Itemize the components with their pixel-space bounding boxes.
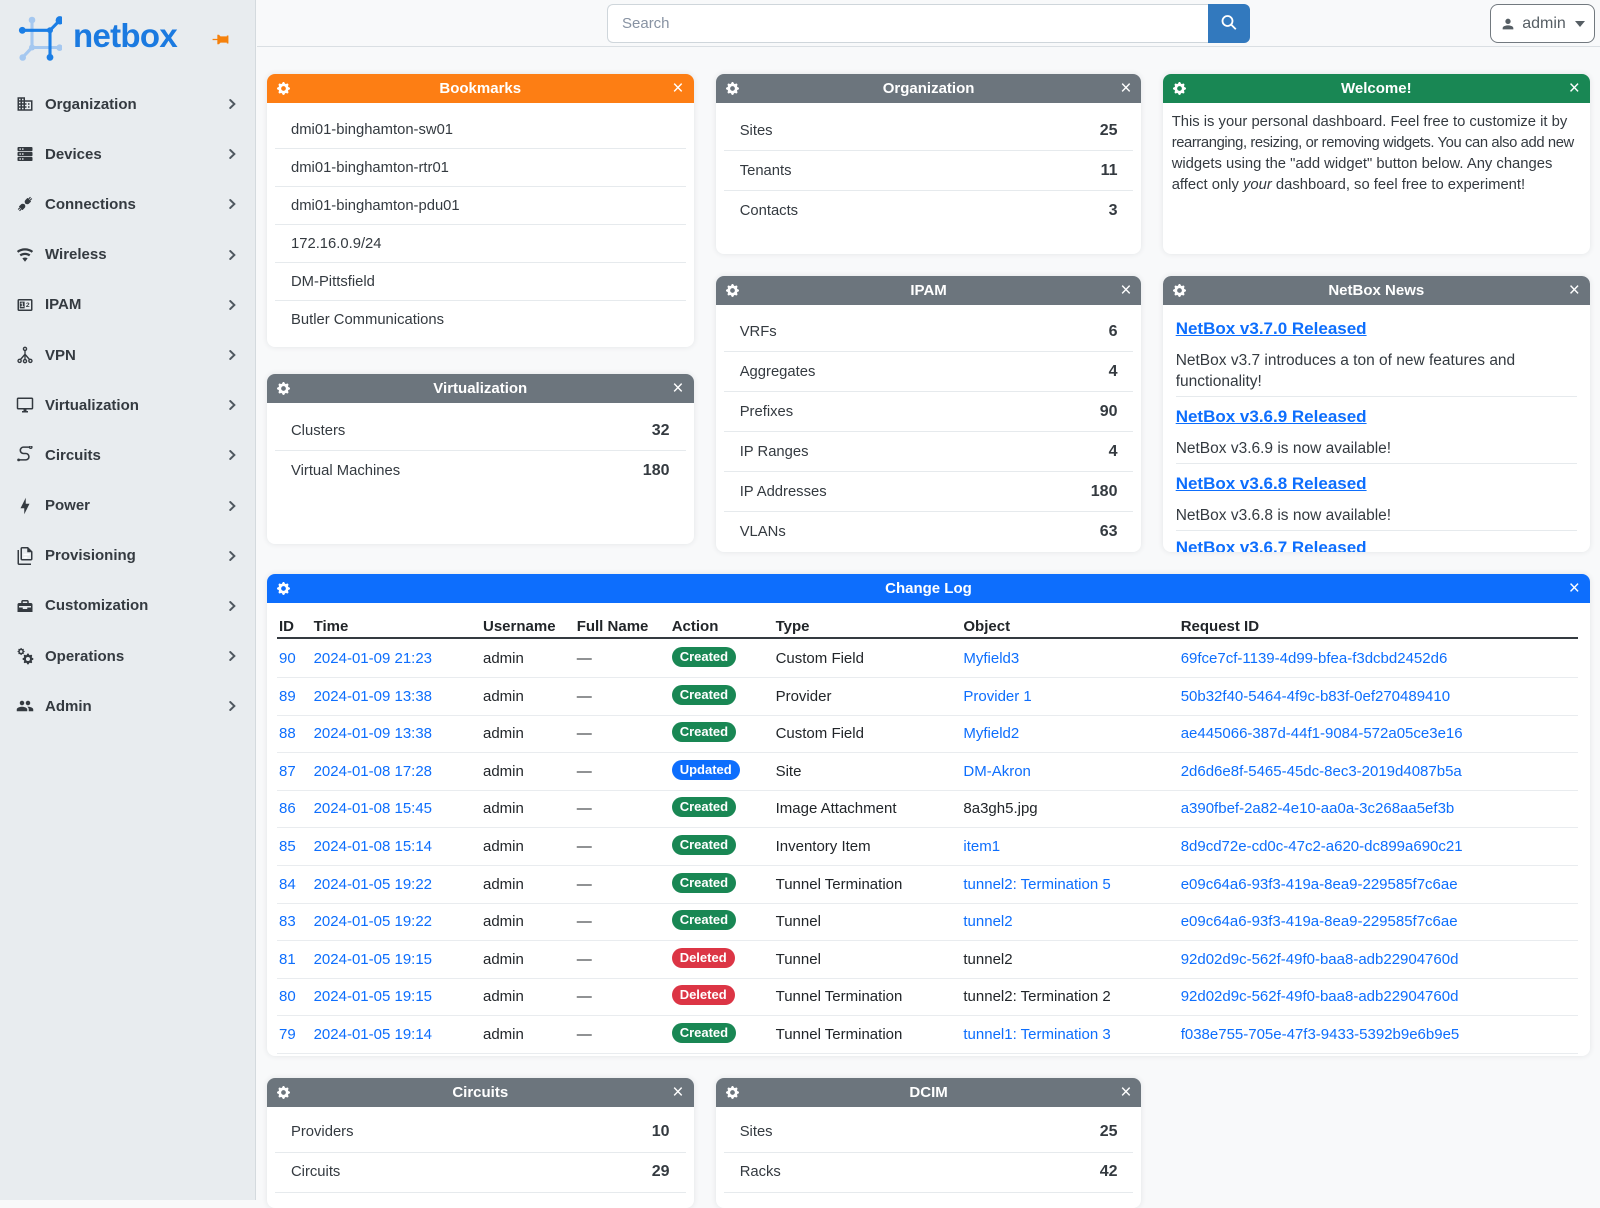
svg-text:2: 2: [26, 302, 30, 309]
svg-text:1: 1: [20, 302, 24, 309]
